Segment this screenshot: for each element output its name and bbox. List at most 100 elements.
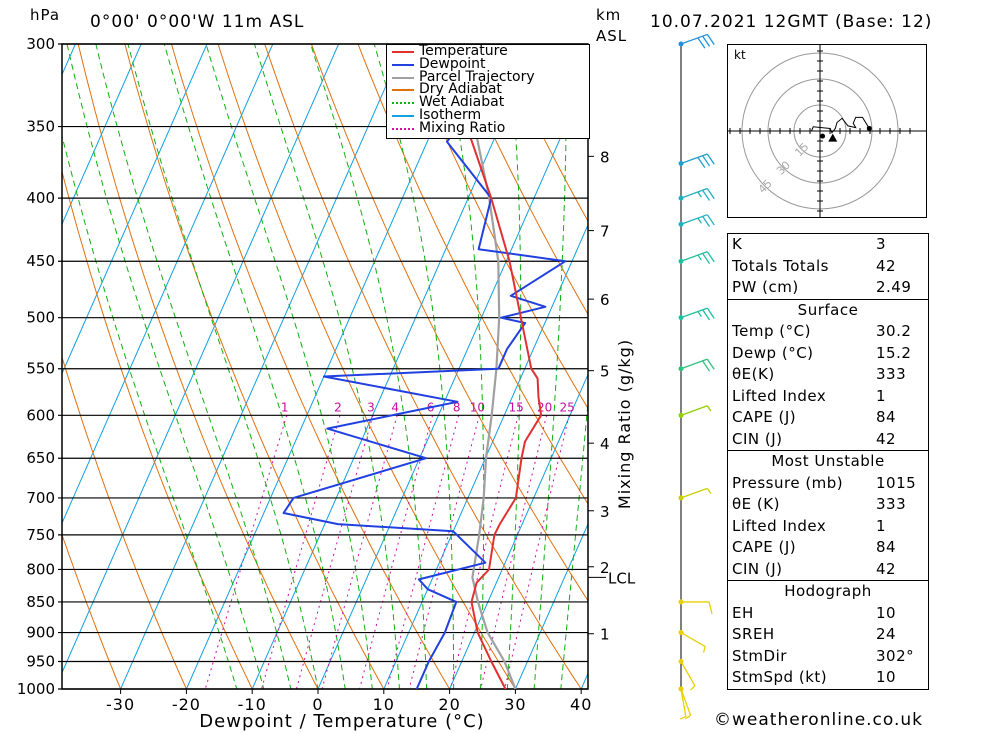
mixing-ratio-label: 3 bbox=[367, 400, 375, 414]
index-value: 30.2 bbox=[876, 322, 912, 340]
wind-barb bbox=[678, 33, 715, 49]
mixing-ratio-label: 1 bbox=[281, 400, 289, 414]
wind-barb-staff bbox=[680, 688, 687, 717]
index-row: CAPE (J) 84 bbox=[728, 537, 928, 559]
hodograph-unit-label: kt bbox=[734, 48, 746, 62]
legend-entry: Wet Adiabat bbox=[387, 95, 589, 109]
index-label: K bbox=[732, 235, 743, 253]
pressure-tick-label: 900 bbox=[26, 624, 55, 642]
wind-barb-feather bbox=[706, 358, 715, 370]
lcl-label: LCL bbox=[608, 569, 636, 587]
wind-barb-feather bbox=[702, 155, 711, 167]
index-value: 302° bbox=[876, 646, 915, 665]
wind-barb-feather bbox=[702, 35, 711, 47]
index-label: CAPE (J) bbox=[732, 538, 797, 556]
height-km-label: 7 bbox=[600, 223, 610, 241]
wet-adiabat-line bbox=[95, 44, 292, 689]
index-value: 42 bbox=[876, 256, 897, 275]
index-row: θE(K) 333 bbox=[728, 364, 928, 386]
pressure-tick-label: 500 bbox=[26, 309, 55, 327]
index-label: EH bbox=[732, 603, 754, 622]
mixing-ratio-line bbox=[359, 415, 434, 689]
index-value: 333 bbox=[876, 365, 907, 383]
index-value: 10 bbox=[876, 603, 897, 622]
wind-barb bbox=[678, 686, 692, 720]
wind-barb-feather bbox=[706, 188, 715, 200]
mixing-ratio-axis-label: Mixing Ratio (g/kg) bbox=[615, 339, 634, 509]
index-value: 84 bbox=[876, 408, 897, 426]
index-value: 42 bbox=[876, 429, 897, 448]
x-axis-label: Dewpoint / Temperature (°C) bbox=[199, 711, 484, 732]
index-value: 1 bbox=[876, 386, 887, 405]
wind-barb-feather bbox=[702, 252, 711, 264]
wind-barb-feather bbox=[702, 216, 711, 228]
index-row: PW (cm) 2.49 bbox=[728, 277, 928, 299]
isotherm-line bbox=[449, 373, 588, 689]
wet-adiabat-line bbox=[127, 44, 319, 689]
storm-motion-marker bbox=[828, 133, 838, 142]
hodograph-trace bbox=[811, 116, 870, 134]
legend-label: Dry Adiabat bbox=[419, 81, 502, 98]
dry-adiabat-line bbox=[404, 44, 588, 410]
legend-entry: Mixing Ratio bbox=[387, 119, 589, 136]
wind-barb-feather bbox=[697, 157, 706, 169]
index-label: θE (K) bbox=[732, 495, 780, 513]
pressure-tick-label: 550 bbox=[26, 360, 55, 378]
legend-label: Isotherm bbox=[419, 106, 482, 123]
hodograph-mean-wind-marker bbox=[820, 133, 826, 139]
wind-barb bbox=[678, 358, 715, 372]
height-km-label: 8 bbox=[600, 148, 610, 166]
wind-barb-feather bbox=[697, 37, 706, 49]
legend-entry: Parcel Trajectory bbox=[387, 68, 589, 85]
height-km-label: 2 bbox=[600, 559, 610, 577]
mixing-ratio-label: 2 bbox=[334, 400, 342, 414]
index-value: 42 bbox=[876, 559, 897, 578]
index-label: Dewp (°C) bbox=[732, 343, 814, 362]
x-tick-label: -30 bbox=[106, 695, 135, 714]
isotherm-line bbox=[0, 44, 10, 710]
index-label: StmDir bbox=[732, 646, 787, 665]
index-row: CIN (J) 42 bbox=[728, 429, 928, 451]
index-label: Lifted Index bbox=[732, 516, 827, 535]
legend-swatch bbox=[392, 76, 414, 79]
legend-swatch bbox=[392, 102, 414, 105]
index-label: CAPE (J) bbox=[732, 408, 797, 426]
height-unit-label: km bbox=[596, 6, 622, 24]
dry-adiabat-line bbox=[62, 533, 122, 689]
wind-barb-staff bbox=[680, 153, 708, 165]
legend-label: Mixing Ratio bbox=[419, 119, 506, 136]
temperature-line bbox=[436, 44, 543, 689]
mixing-ratio-line bbox=[295, 415, 374, 689]
wind-barb-staff bbox=[680, 251, 708, 262]
dry-adiabat-line bbox=[264, 44, 582, 689]
wind-barb-half-feather bbox=[697, 191, 702, 198]
dry-adiabat-line bbox=[450, 44, 588, 316]
wind-barb-staff bbox=[680, 214, 708, 225]
wind-barb-staff bbox=[680, 688, 692, 716]
pressure-tick-label: 300 bbox=[26, 35, 55, 53]
x-tick-label: 30 bbox=[504, 695, 526, 714]
index-value: 24 bbox=[876, 625, 897, 643]
legend-swatch bbox=[392, 89, 414, 92]
wind-barb bbox=[678, 251, 715, 264]
dry-adiabat-line bbox=[62, 355, 187, 689]
wind-barb bbox=[678, 187, 715, 201]
legend-swatch bbox=[392, 127, 414, 130]
wind-barb bbox=[678, 599, 713, 615]
height-ref-label: ASL bbox=[596, 27, 628, 45]
mixing-ratio-line bbox=[408, 415, 480, 689]
most-unstable-title: Most Unstable bbox=[771, 452, 885, 470]
x-tick-label: 20 bbox=[438, 695, 460, 714]
hodograph-ring-label: 45 bbox=[756, 177, 775, 196]
index-value: 3 bbox=[876, 235, 887, 253]
height-km-label: 5 bbox=[600, 363, 610, 381]
most-unstable-indices: Most Unstable Pressure (mb) 1015 θE (K) 333… bbox=[728, 450, 928, 580]
legend-label: Parcel Trajectory bbox=[419, 68, 535, 85]
wind-barb-feather bbox=[702, 309, 711, 321]
wind-barb-feather bbox=[706, 153, 715, 165]
x-tick-label: 40 bbox=[570, 695, 592, 714]
mixing-ratio-line bbox=[321, 415, 398, 689]
index-row: Temp (°C) 30.2 bbox=[728, 321, 928, 343]
mixing-ratio-line bbox=[204, 415, 288, 689]
